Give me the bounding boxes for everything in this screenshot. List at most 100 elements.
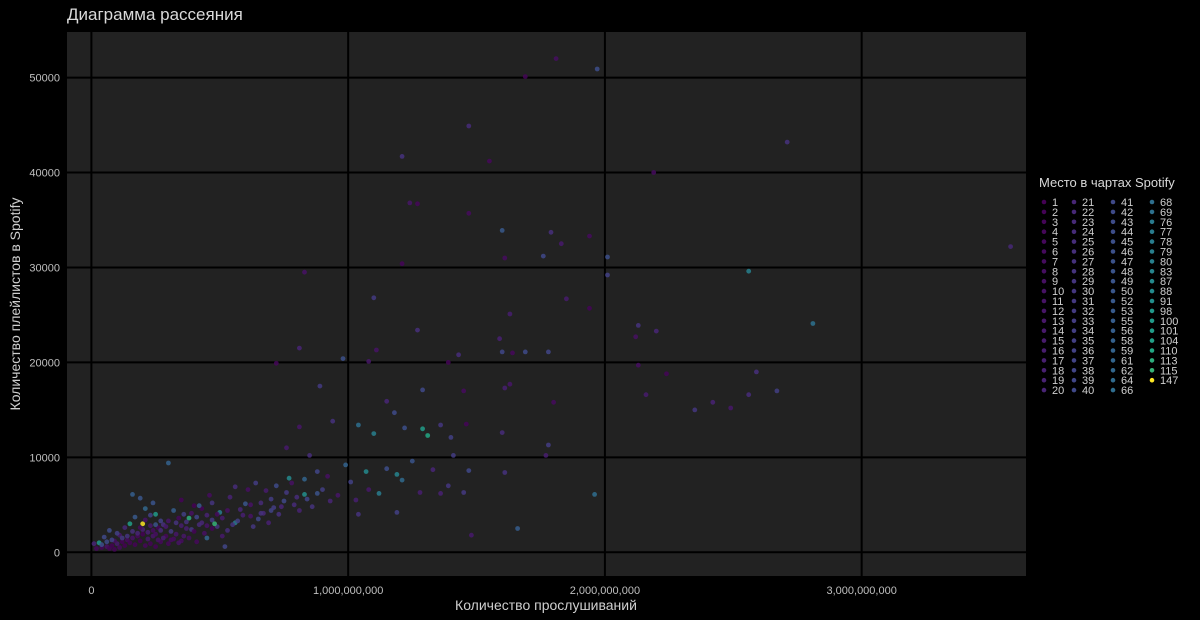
legend-key-36: [1071, 348, 1077, 353]
data-point: [142, 517, 148, 523]
legend-key-104: [1149, 338, 1155, 343]
data-point: [522, 349, 528, 355]
legend-key-88: [1149, 288, 1155, 294]
legend-label-48: 48: [1121, 266, 1133, 278]
legend-label-79: 79: [1160, 247, 1172, 259]
legend-key-18: [1041, 368, 1047, 373]
legend-label-2: 2: [1052, 207, 1058, 219]
legend-label-55: 55: [1121, 316, 1133, 328]
legend-key-59: [1110, 348, 1116, 353]
data-point: [499, 430, 505, 435]
legend-label-50: 50: [1121, 286, 1133, 298]
y-tick-label: 0: [54, 547, 60, 559]
data-point: [189, 510, 194, 516]
legend-key-37: [1071, 358, 1077, 363]
legend-key-101: [1149, 328, 1155, 334]
data-point: [176, 540, 182, 546]
legend-key-12: [1041, 308, 1047, 314]
data-point: [399, 154, 405, 159]
legend-label-33: 33: [1082, 316, 1094, 328]
data-point: [558, 241, 564, 247]
data-point: [153, 522, 159, 528]
data-point: [107, 528, 112, 533]
legend-label-78: 78: [1160, 237, 1172, 249]
data-point: [281, 498, 287, 504]
legend-label-9: 9: [1052, 276, 1058, 288]
legend-label-100: 100: [1160, 316, 1178, 328]
data-point: [245, 487, 251, 492]
data-point: [415, 327, 420, 333]
data-point: [553, 56, 559, 61]
legend-key-49: [1110, 278, 1116, 284]
data-point: [194, 539, 200, 545]
legend-key-21: [1071, 199, 1077, 205]
legend-key-110: [1149, 348, 1155, 353]
data-point: [304, 496, 310, 502]
legend-key-14: [1041, 328, 1047, 334]
legend-key-25: [1071, 239, 1077, 244]
data-point: [258, 510, 264, 516]
legend-label-113: 113: [1160, 355, 1178, 367]
data-point: [314, 469, 320, 474]
data-point: [273, 360, 279, 366]
data-point: [466, 123, 472, 129]
data-point: [384, 398, 390, 404]
data-point: [209, 500, 215, 506]
data-point: [594, 66, 600, 72]
legend-key-113: [1149, 358, 1155, 363]
legend-key-7: [1041, 259, 1047, 264]
data-point: [340, 356, 346, 361]
data-point: [137, 495, 143, 501]
data-point: [409, 458, 415, 464]
data-point: [94, 546, 99, 551]
data-point: [204, 535, 210, 541]
data-point: [225, 508, 230, 513]
data-point: [263, 488, 269, 493]
data-point: [438, 422, 443, 428]
legend-key-27: [1071, 259, 1077, 264]
legend-label-76: 76: [1160, 217, 1172, 229]
legend: 1234567891011121314151617181920212223242…: [1041, 197, 1178, 397]
legend-key-22: [1071, 209, 1077, 215]
legend-key-40: [1071, 387, 1077, 393]
data-point: [137, 538, 143, 544]
data-point: [176, 515, 182, 521]
data-point: [186, 515, 192, 521]
data-point: [438, 491, 443, 496]
data-point: [194, 514, 200, 520]
data-point: [407, 200, 413, 206]
data-point: [130, 535, 135, 541]
legend-key-58: [1110, 338, 1116, 343]
data-point: [119, 539, 125, 545]
legend-key-32: [1071, 308, 1077, 314]
legend-label-14: 14: [1052, 326, 1064, 338]
data-point: [343, 462, 348, 468]
data-point: [173, 520, 179, 526]
legend-label-18: 18: [1052, 365, 1064, 377]
data-point: [456, 352, 461, 358]
data-point: [784, 139, 790, 145]
legend-key-35: [1071, 338, 1077, 343]
data-point: [219, 533, 225, 539]
data-point: [353, 497, 359, 503]
data-point: [445, 360, 451, 365]
data-point: [502, 255, 508, 261]
legend-key-42: [1110, 209, 1116, 215]
legend-key-66: [1110, 387, 1116, 393]
legend-key-39: [1071, 377, 1077, 383]
legend-label-59: 59: [1121, 346, 1133, 358]
data-point: [137, 525, 143, 530]
data-point: [284, 445, 289, 451]
data-point: [448, 435, 454, 440]
data-point: [140, 531, 146, 537]
data-point: [515, 526, 520, 531]
legend-label-8: 8: [1052, 266, 1058, 278]
data-point: [1008, 244, 1013, 250]
data-point: [366, 359, 372, 364]
legend-label-53: 53: [1121, 306, 1133, 318]
legend-label-104: 104: [1160, 336, 1178, 348]
data-point: [209, 517, 215, 523]
data-point: [502, 470, 508, 475]
legend-label-5: 5: [1052, 237, 1058, 249]
